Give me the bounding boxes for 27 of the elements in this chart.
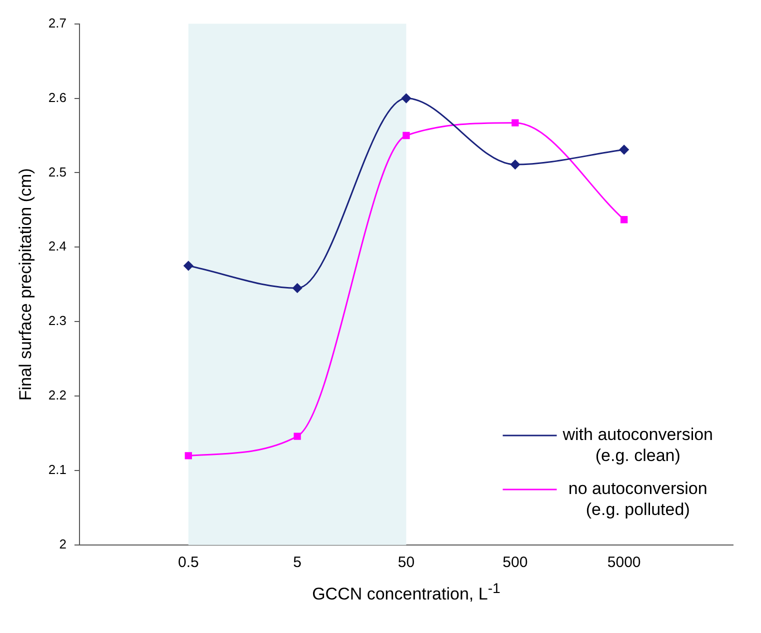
y-tick-label: 2.2 [48, 388, 66, 403]
point [402, 132, 410, 140]
legend-label: with autoconversion (e.g. clean) [562, 425, 714, 466]
x-tick-label: 50 [398, 554, 415, 572]
x-axis-title: GCCN concentration, L$^{-1}$ [312, 581, 500, 605]
x-tick-label: 5000 [607, 554, 641, 572]
y-axis-title: Final surface precipitation (cm) [16, 168, 35, 401]
y-tick-label: 2.1 [48, 462, 66, 478]
y-tick-label: 2.4 [48, 238, 66, 254]
point [619, 144, 629, 154]
point [184, 452, 192, 460]
x-tick-label: 0.5 [178, 554, 199, 572]
point [292, 283, 302, 293]
point [510, 160, 520, 170]
point [620, 216, 628, 224]
point [184, 261, 194, 271]
y-tick-label: 2.5 [48, 164, 66, 180]
y-tick-label: 2.6 [48, 90, 66, 105]
point [512, 119, 519, 126]
y-tick-label: 2.3 [48, 313, 66, 328]
point [401, 94, 411, 104]
y-tick-label: 2 [59, 536, 66, 552]
y-tick-label: 2.7 [48, 15, 66, 30]
legend-label: no autoconversion (e.g. polluted) [568, 479, 708, 520]
x-tick-label: 500 [502, 554, 528, 572]
x-tick-label: 5 [293, 554, 302, 572]
point [294, 432, 301, 440]
